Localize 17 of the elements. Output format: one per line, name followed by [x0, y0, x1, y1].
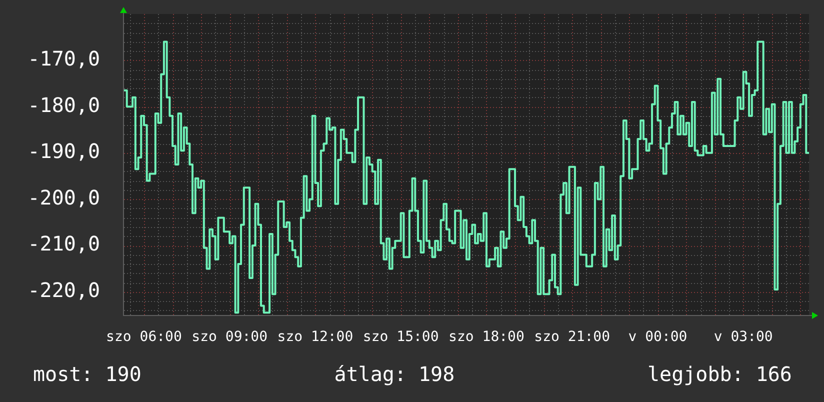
y-tick-label: -170,0: [28, 46, 100, 71]
x-tick-label: szo 21:00: [534, 329, 610, 346]
x-tick-label: szo 15:00: [362, 329, 439, 346]
x-tick-label: szo 06:00: [106, 329, 182, 346]
y-tick-label: -190,0: [28, 139, 100, 164]
text: legjobb: 166: [647, 362, 792, 386]
x-tick-label: v 03:00: [714, 329, 773, 346]
text: most: 190: [33, 362, 142, 386]
y-tick-label: -200,0: [28, 185, 100, 210]
y-tick-label: -210,0: [28, 232, 100, 256]
y-tick-label: -180,0: [28, 92, 100, 117]
y-tick-label: -220,0: [28, 278, 100, 302]
text: átlag: 198: [334, 362, 455, 386]
x-tick-label: v 00:00: [628, 329, 688, 346]
x-tick-label: szo 12:00: [277, 329, 354, 346]
x-tick-label: szo 18:00: [448, 329, 524, 346]
x-tick-label: szo 09:00: [192, 329, 268, 346]
